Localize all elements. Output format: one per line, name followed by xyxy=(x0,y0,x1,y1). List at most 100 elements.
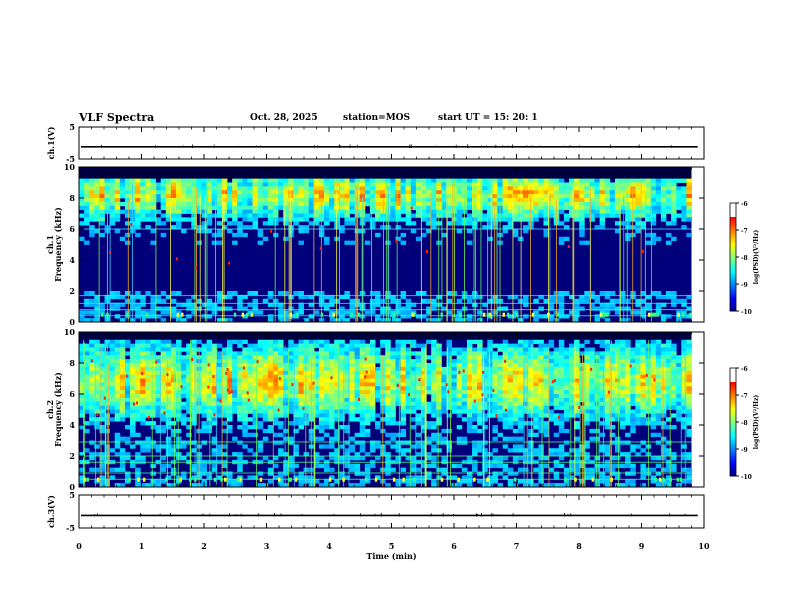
spectrogram-cell xyxy=(466,401,473,407)
spectrogram-cell xyxy=(369,310,376,315)
spectrogram-cell xyxy=(283,221,289,226)
spectrogram-cell xyxy=(650,232,657,238)
spectrogram-cell xyxy=(436,355,442,360)
spectrogram-cell xyxy=(574,397,580,403)
spectrogram-cell xyxy=(364,405,371,410)
spectrogram-cell xyxy=(196,209,202,214)
spectrogram-cell xyxy=(186,363,192,368)
spectrogram-cell xyxy=(201,428,207,434)
spectrogram-cell xyxy=(538,314,544,319)
spectrogram-cell xyxy=(227,194,233,199)
spectrogram-cell xyxy=(344,456,350,461)
spectrogram-cell xyxy=(99,366,105,372)
spectrogram-cell xyxy=(140,405,146,410)
spectrogram-cell xyxy=(206,205,213,211)
spectrogram-cell xyxy=(267,363,274,368)
spectrogram-cell xyxy=(114,339,121,345)
spectrogram-cell xyxy=(523,298,529,304)
spectrogram-cell xyxy=(278,201,284,207)
spectrogram-cell xyxy=(227,347,233,352)
spectrogram-cell xyxy=(466,182,473,187)
spectrogram-cell xyxy=(538,363,544,368)
spectrogram-cell xyxy=(665,240,672,245)
spectrogram-cell xyxy=(415,186,422,191)
spectrogram-cell xyxy=(135,190,141,195)
spectrogram-cell xyxy=(242,390,248,395)
spectrogram-cell xyxy=(517,359,524,364)
spectrogram-cell xyxy=(298,409,304,414)
spectrogram-cell xyxy=(574,310,580,315)
spectrogram-cell xyxy=(140,456,146,461)
spectrogram-cell xyxy=(170,452,177,457)
spectrogram-cell xyxy=(354,456,361,461)
spectrogram-cell xyxy=(553,390,560,395)
spectrogram-cell xyxy=(390,401,396,407)
spectrogram-cell xyxy=(124,359,131,364)
spectrogram-cell xyxy=(574,463,580,469)
spectrogram-cell xyxy=(533,209,539,214)
lf-emission xyxy=(647,312,651,317)
spectrogram-cell xyxy=(191,397,197,403)
spectrogram-cell xyxy=(262,198,269,203)
spectrogram-cell xyxy=(349,182,356,187)
spectrogram-cell xyxy=(211,178,218,183)
spectrogram-cell xyxy=(364,386,371,391)
spectrogram-cell xyxy=(140,343,146,348)
spectrogram-cell xyxy=(686,306,692,311)
spectrogram-cell xyxy=(426,298,432,304)
spectrogram-cell xyxy=(441,401,447,407)
spectrogram-cell xyxy=(385,471,391,476)
spectrogram-cell xyxy=(431,405,437,410)
spectrogram-cell xyxy=(620,194,626,199)
spectrogram-cell xyxy=(79,479,85,484)
spectrogram-cell xyxy=(405,347,412,352)
spectrogram-cell xyxy=(512,370,519,376)
spectrogram-cell xyxy=(201,479,207,484)
spectrogram-cell xyxy=(94,213,100,218)
spectrogram-cell xyxy=(523,386,529,391)
spectrogram-cell xyxy=(283,182,289,187)
spectrogram-cell xyxy=(186,351,192,356)
spectrogram-cell xyxy=(339,444,345,449)
spectrogram-cell xyxy=(415,374,422,379)
spectrogram-cell xyxy=(89,401,95,407)
spectrogram-cell xyxy=(140,302,146,307)
spectrogram-cell xyxy=(528,370,534,376)
spectrogram-cell xyxy=(318,397,325,403)
spectrogram-cell xyxy=(247,178,253,183)
spectrogram-cell xyxy=(216,190,223,195)
spectrogram-cell xyxy=(517,378,524,383)
spectrogram-cell xyxy=(165,421,172,426)
spectrogram-cell xyxy=(308,178,315,183)
spectrogram-cell xyxy=(201,467,207,472)
spectrogram-cell xyxy=(431,390,437,395)
spectrogram-cell xyxy=(569,186,575,191)
spectrogram-cell xyxy=(512,209,519,214)
spectrogram-cell xyxy=(344,370,350,376)
spectrogram-cell xyxy=(339,475,345,480)
spectrogram-cell xyxy=(431,366,437,372)
spectrogram-cell xyxy=(114,382,121,387)
spectrogram-cell xyxy=(237,374,243,379)
spectrogram-cell xyxy=(420,479,427,484)
spectrogram-cell xyxy=(252,182,259,187)
spectrogram-cell xyxy=(538,359,544,364)
spectrogram-cell xyxy=(359,178,366,183)
spectrogram-cell xyxy=(405,382,412,387)
spectrogram-cell xyxy=(313,217,320,222)
spectrogram-cell xyxy=(543,363,549,368)
spectrogram-cell xyxy=(466,413,473,418)
spectrogram-cell xyxy=(79,366,85,372)
spectrogram-cell xyxy=(507,194,514,199)
spectrogram-cell xyxy=(242,425,248,430)
spectrogram-cell xyxy=(446,355,452,360)
spectrogram-cell xyxy=(665,201,672,207)
spectrogram-cell xyxy=(487,463,493,469)
spectrogram-cell xyxy=(150,390,156,395)
spectrogram-cell xyxy=(288,190,294,195)
spectrogram-cell xyxy=(512,386,519,391)
spectrogram-cell xyxy=(563,182,570,187)
spectrogram-cell xyxy=(257,394,264,399)
spectrogram-cell xyxy=(339,314,345,319)
spectrogram-cell xyxy=(160,405,167,410)
